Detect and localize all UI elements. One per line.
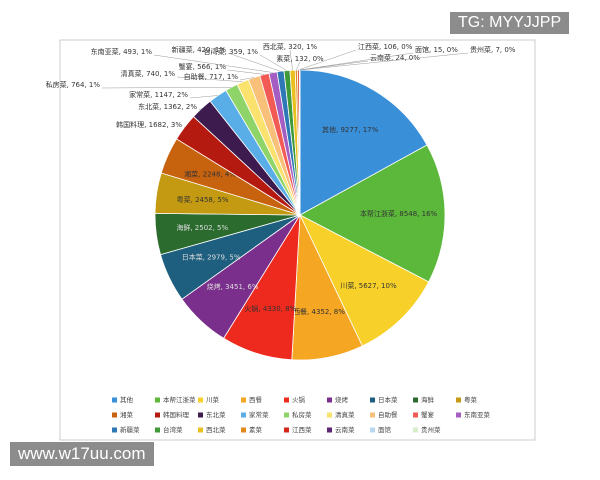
data-label: 湘菜, 2248, 4% <box>184 170 236 179</box>
legend-swatch <box>456 397 461 403</box>
data-label: 东南亚菜, 493, 1% <box>91 47 153 56</box>
legend-label: 自助餐 <box>378 410 398 419</box>
legend-label: 韩国料理 <box>163 410 190 419</box>
legend-label: 西北菜 <box>206 425 226 434</box>
legend-label: 新疆菜 <box>120 425 140 434</box>
pie-slice <box>299 144 446 283</box>
legend-label: 本帮江浙菜 <box>163 395 196 404</box>
legend-swatch <box>284 397 289 403</box>
legend-swatch <box>327 427 332 433</box>
legend-label: 其他 <box>120 395 134 404</box>
legend-label: 台湾菜 <box>163 425 183 434</box>
legend-label: 贵州菜 <box>421 425 441 434</box>
leader-line <box>259 54 288 71</box>
leader-line <box>227 69 265 75</box>
leader-line <box>239 77 255 81</box>
leader-line <box>299 52 414 71</box>
legend-swatch <box>112 427 117 433</box>
legend-swatch <box>327 412 332 418</box>
data-label: 海鲜, 2502, 5% <box>176 223 228 232</box>
data-label: 烧烤, 3451, 6% <box>207 282 259 291</box>
legend-swatch <box>284 427 289 433</box>
leader-line <box>296 61 301 71</box>
legend-swatch <box>155 397 160 403</box>
leader-line <box>227 52 281 72</box>
leader-line <box>299 52 469 71</box>
legend-swatch <box>456 412 461 418</box>
leader-line <box>198 108 202 111</box>
legend-swatch <box>284 412 289 418</box>
legend-swatch <box>413 412 418 418</box>
legend-swatch <box>198 427 203 433</box>
data-label: 西北菜, 320, 1% <box>263 42 318 51</box>
legend-label: 素菜 <box>249 425 263 434</box>
legend-label: 清真菜 <box>335 410 355 419</box>
legend-swatch <box>370 397 375 403</box>
data-label: 私房菜, 764, 1% <box>46 80 101 89</box>
leader-line <box>153 54 274 73</box>
watermark: TG: MYYJJPP <box>450 12 570 34</box>
legend-swatch <box>155 427 160 433</box>
legend-label: 烧烤 <box>335 395 349 404</box>
data-label: 新疆菜, 420, 1% <box>172 45 227 54</box>
leader-line <box>101 86 232 89</box>
data-label: 贵州菜, 7, 0% <box>470 45 516 54</box>
legend-swatch <box>370 412 375 418</box>
data-label: 家常菜, 1147, 2% <box>129 90 188 99</box>
legend-swatch <box>241 397 246 403</box>
legend-label: 火锅 <box>292 395 306 404</box>
data-label: 面馆, 15, 0% <box>415 45 458 54</box>
pie-slice <box>299 69 428 216</box>
data-label: 其他, 9277, 17% <box>322 125 379 134</box>
data-label: 本帮江浙菜, 8548, 16% <box>360 209 438 218</box>
leader-line <box>298 49 357 71</box>
data-label: 火锅, 4330, 8% <box>244 304 296 313</box>
data-label: 江西菜, 106, 0% <box>358 42 413 51</box>
data-label: 川菜, 5627, 10% <box>340 281 397 290</box>
legend-label: 私房菜 <box>292 410 312 419</box>
data-label: 东北菜, 1362, 2% <box>138 102 197 111</box>
legend-label: 云南菜 <box>335 425 355 434</box>
legend-swatch <box>241 412 246 418</box>
data-label: 西餐, 4352, 8% <box>293 307 345 316</box>
legend-swatch <box>370 427 375 433</box>
legend-label: 海鲜 <box>421 395 435 404</box>
data-label: 素菜, 132, 0% <box>276 54 324 63</box>
data-label: 云南菜, 24, 0% <box>370 53 420 62</box>
legend-swatch <box>413 397 418 403</box>
legend-swatch <box>112 412 117 418</box>
legend-label: 粤菜 <box>464 395 478 404</box>
watermark: www.w17uu.com <box>10 442 154 466</box>
legend-label: 家常菜 <box>249 410 269 419</box>
data-label: 日本菜, 2979, 5% <box>182 253 241 262</box>
legend-label: 川菜 <box>206 395 220 404</box>
legend-label: 日本菜 <box>378 395 398 404</box>
legend-swatch <box>112 397 117 403</box>
data-label: 自助餐, 717, 1% <box>184 72 239 81</box>
pie-slice <box>299 214 430 347</box>
legend-swatch <box>241 427 246 433</box>
legend-swatch <box>413 427 418 433</box>
legend-label: 面馆 <box>378 425 392 434</box>
legend-label: 湘菜 <box>120 410 134 419</box>
leader-line <box>289 49 293 71</box>
legend-label: 东北菜 <box>206 410 226 419</box>
data-label: 清真菜, 740, 1% <box>121 69 176 78</box>
legend-swatch <box>327 397 332 403</box>
data-label: 粤菜, 2458, 5% <box>177 195 229 204</box>
legend-swatch <box>198 412 203 418</box>
legend-label: 东南亚菜 <box>464 410 491 419</box>
legend-label: 西餐 <box>249 395 263 404</box>
data-label: 蟹宴, 566, 1% <box>179 62 227 71</box>
legend-label: 蟹宴 <box>421 410 435 419</box>
leader-line <box>189 95 218 99</box>
data-label: 台湾菜, 359, 1% <box>204 47 259 56</box>
legend-swatch <box>198 397 203 403</box>
data-label: 韩国料理, 1682, 3% <box>116 120 182 129</box>
legend-label: 江西菜 <box>292 425 312 434</box>
legend-swatch <box>155 412 160 418</box>
leader-line <box>176 76 243 83</box>
